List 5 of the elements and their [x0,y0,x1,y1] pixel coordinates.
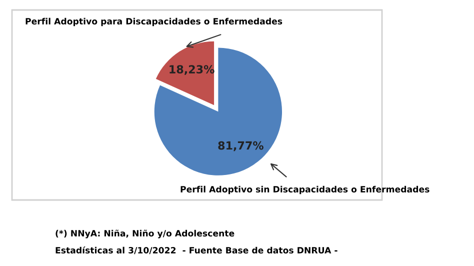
data-label: 81,77% [218,141,264,152]
slice-label: Perfil Adoptivo para Discapacidades o Enfermedades [26,18,282,26]
text: (*) NNyA: Niña, Niño y/o Adolescente [56,230,234,238]
text: Estadísticas al 3/10/2022 - Fuente Base de datos DNRUA - [56,246,338,254]
slice-label: Perfil Adoptivo sin Discapacidades o Enfermedades [180,186,430,194]
